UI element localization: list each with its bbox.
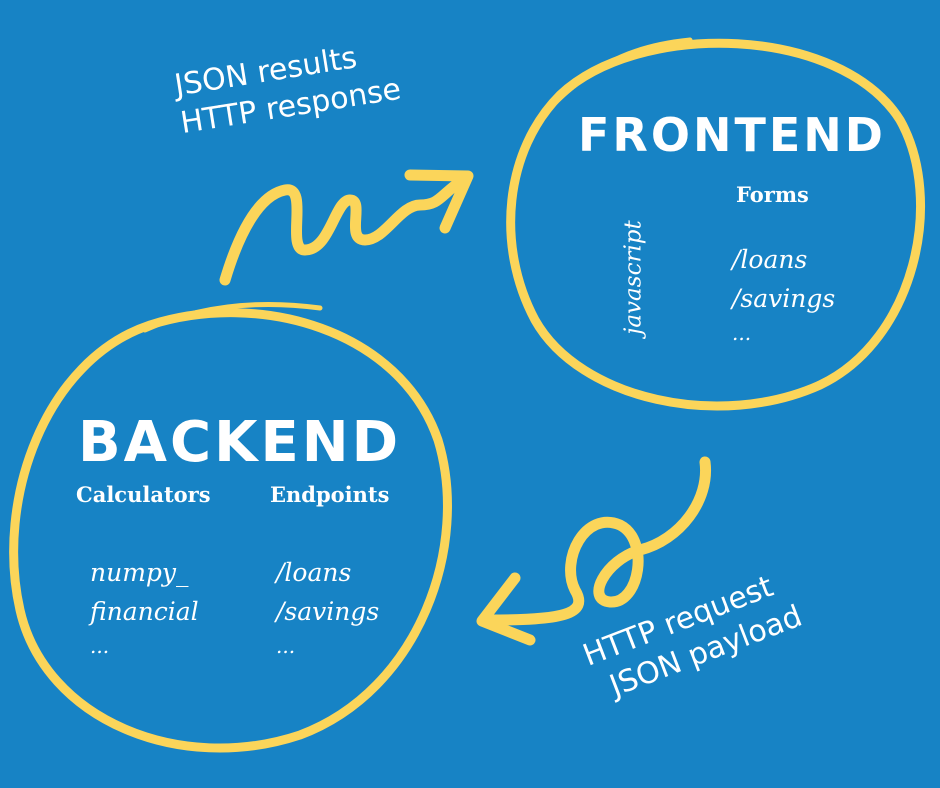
backend-title: BACKEND [78,410,402,475]
list-item: ... [276,634,296,658]
response-arrow [219,169,474,286]
backend-circle [9,301,452,753]
frontend-side-label: javascript [620,220,647,335]
list-item: ... [732,321,752,345]
forms-heading: Forms [736,182,809,207]
forms-list: /loans /savings ... [732,240,835,348]
request-arrow [476,456,712,646]
frontend-circle [506,37,926,411]
calculators-list: numpy_ financial ... [90,553,199,661]
list-item: numpy_ [90,558,189,587]
endpoints-heading: Endpoints [270,482,390,507]
list-item: financial [90,597,199,626]
list-item: /savings [276,597,380,626]
calculators-heading: Calculators [76,482,211,507]
endpoints-list: /loans /savings ... [276,553,379,661]
list-item: ... [90,634,110,658]
frontend-title: FRONTEND [578,108,886,162]
list-item: /loans [276,558,352,587]
list-item: /loans [732,245,808,274]
list-item: /savings [732,284,836,313]
